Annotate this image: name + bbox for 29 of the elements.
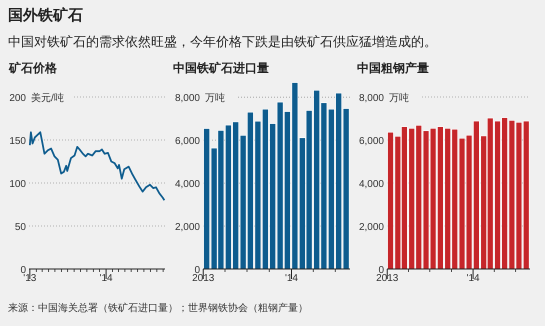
y-tick-label: 2,000 xyxy=(174,222,200,234)
y-axis-title: 万吨 xyxy=(389,92,409,104)
x-tick-label: 2013 xyxy=(192,273,215,284)
chart-title: 中国铁矿石进口量 xyxy=(173,61,269,75)
chart-title: 矿石价格 xyxy=(8,61,58,75)
text: 国外铁矿石 xyxy=(8,6,83,24)
y-tick-label: 150 xyxy=(9,136,26,147)
y-axis-title: 美元/吨 xyxy=(31,92,64,104)
y-tick-label: 6,000 xyxy=(358,136,384,147)
y-tick-label: 8,000 xyxy=(358,93,384,104)
y-axis-title: 万吨 xyxy=(205,92,225,104)
y-tick-label: 2,000 xyxy=(358,222,384,233)
y-tick-label: 50 xyxy=(14,222,26,233)
y-tick-label: 4,000 xyxy=(358,179,384,190)
y-tick-label: 0 xyxy=(20,265,26,276)
y-tick-label: 8,000 xyxy=(174,93,200,104)
y-tick-label: 6,000 xyxy=(174,136,200,148)
y-tick-label: 4,000 xyxy=(174,179,200,190)
x-tick-label: 2013 xyxy=(376,273,399,284)
source-note: 来源：中国海关总署（铁矿石进口量）；世界钢铁协会（粗钢产量） xyxy=(8,302,308,314)
line-series xyxy=(28,131,166,202)
chart-title: 中国粗钢产量 xyxy=(357,61,429,75)
y-tick-label: 100 xyxy=(9,179,26,190)
x-tick-label: '14 xyxy=(284,273,298,284)
x-tick-label: '14 xyxy=(100,273,114,284)
x-tick-label: '13 xyxy=(23,273,37,284)
x-tick-label: '14 xyxy=(466,273,480,284)
y-tick-label: 200 xyxy=(9,93,26,104)
text: 中国对铁矿石的需求依然旺盛，今年价格下跌是由铁矿石供应猛增造成的。 xyxy=(8,34,437,49)
